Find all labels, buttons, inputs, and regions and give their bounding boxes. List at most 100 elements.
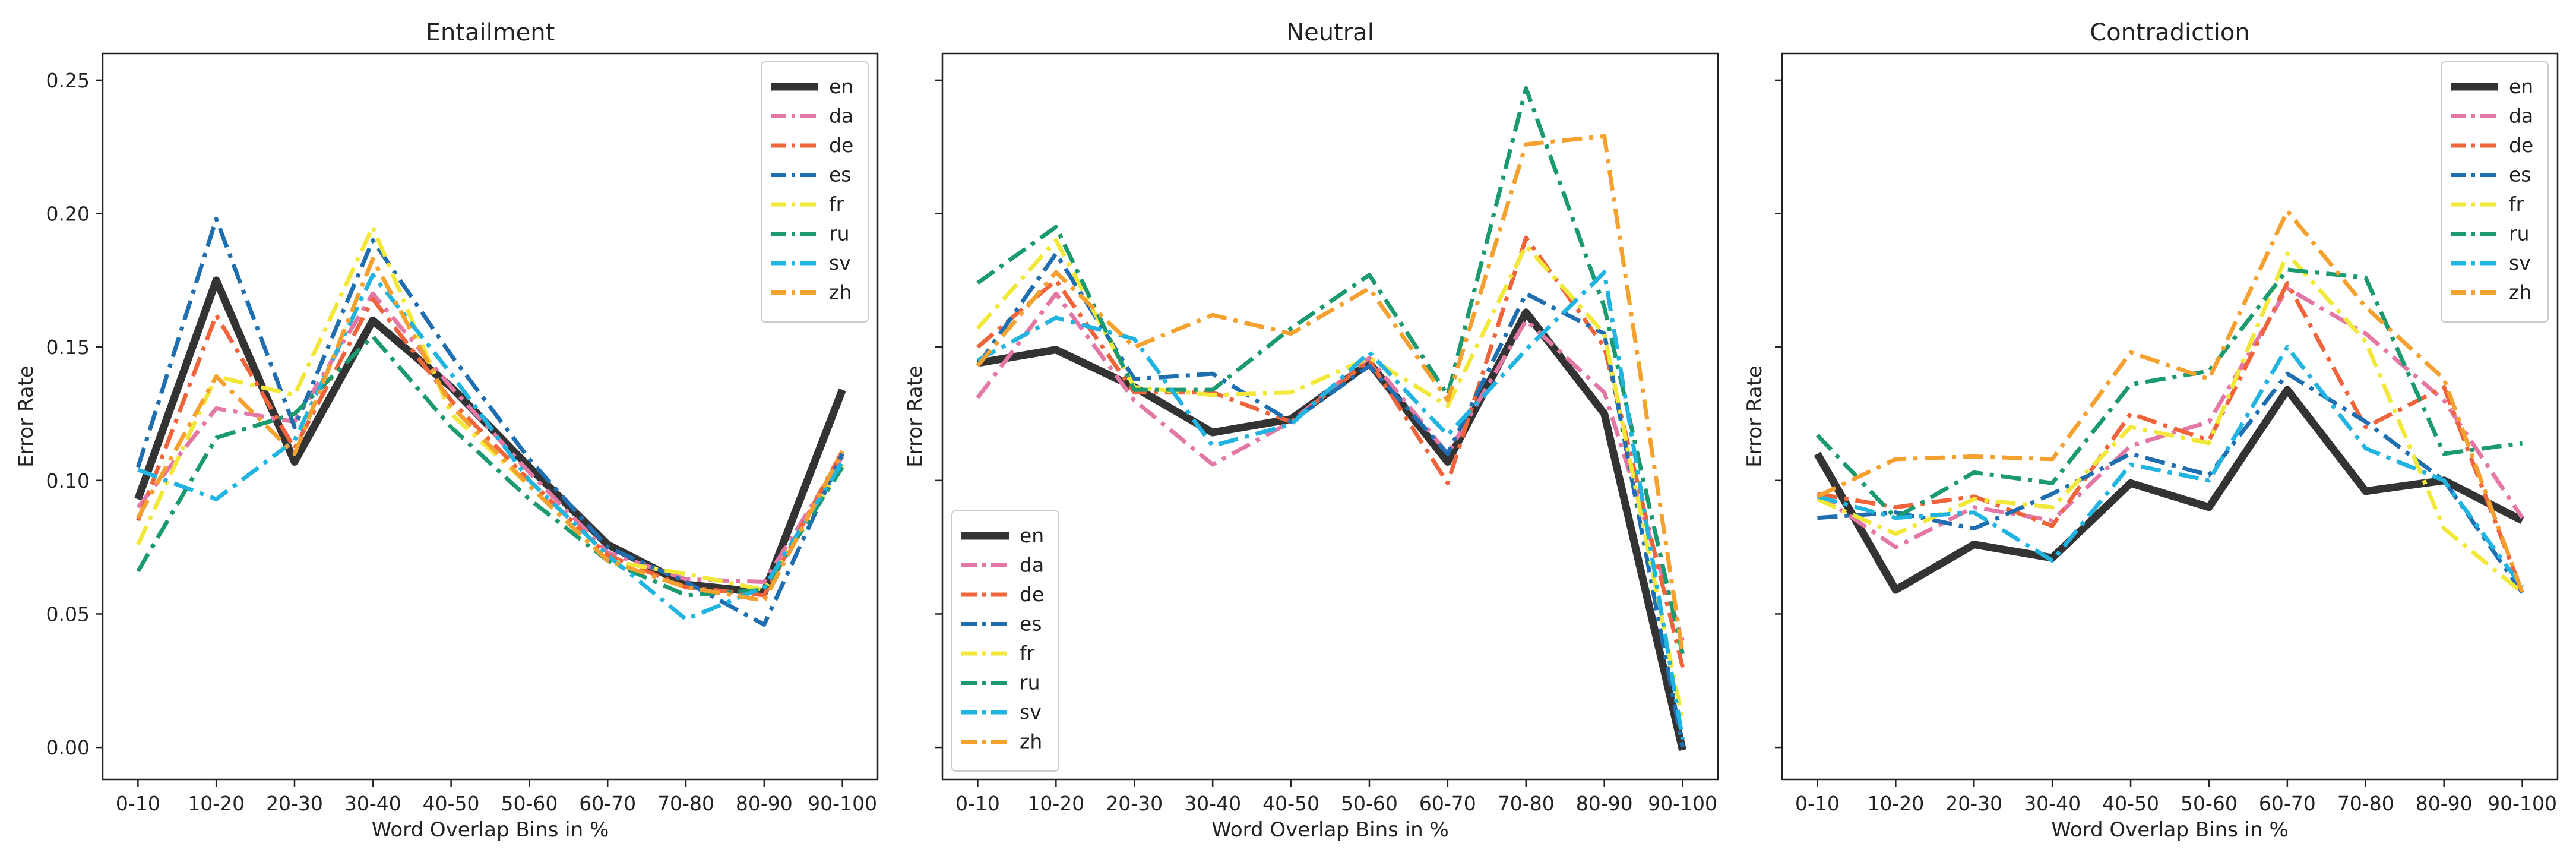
x-tick-label: 80-90 (1576, 792, 1633, 815)
axes-frame (1781, 52, 2559, 781)
series-line-fr (976, 238, 1685, 721)
series-line-da (136, 291, 844, 584)
y-tick-label: 0.05 (46, 602, 90, 626)
panel-entailment: Entailment 0-10 10-20 20-30 30-40 40-50 50-60 6… (14, 19, 879, 842)
legend-label-en: en (2509, 75, 2533, 98)
x-tick-label: 40-50 (2102, 792, 2159, 815)
panel-neutral: Neutral 0-10 10-20 20-30 30-40 40-50 50-60 60-7… (903, 19, 1719, 842)
series-line-en (134, 276, 846, 596)
legend-label-sv: sv (829, 251, 851, 274)
x-tick-label: 80-90 (736, 792, 793, 815)
legend: en da de es fr ru sv zh (2441, 61, 2549, 323)
legend-label-fr: fr (829, 192, 844, 216)
legend-box (761, 61, 869, 323)
x-tick-label: 0-10 (1795, 792, 1840, 815)
x-tick-label: 50-60 (1341, 792, 1398, 815)
series-line-ru (136, 334, 844, 598)
series-line-ru (1815, 267, 2523, 520)
x-tick-label: 70-80 (657, 792, 714, 815)
x-axis-label: Word Overlap Bins in % (1211, 818, 1449, 842)
legend-label-de: de (1020, 583, 1044, 606)
x-tick-label: 90-100 (2488, 792, 2557, 815)
x-tick-label: 20-30 (1106, 792, 1163, 815)
axes-frame (941, 52, 1719, 781)
y-tick-label: 0.25 (46, 69, 90, 92)
x-tick-label: 20-30 (266, 792, 323, 815)
panel-title: Entailment (426, 19, 555, 46)
series-line-zh (1816, 209, 2524, 593)
x-tick-label: 0-10 (116, 792, 160, 815)
x-axis-label: Word Overlap Bins in % (2051, 818, 2289, 842)
series-line-ru (976, 86, 1685, 655)
series-line-sv (976, 270, 1685, 740)
legend-label-en: en (1020, 524, 1044, 547)
x-tick-label: 50-60 (2181, 792, 2238, 815)
series-line-zh (976, 134, 1685, 655)
legend-label-zh: zh (2509, 281, 2531, 304)
legend-box (951, 510, 1059, 772)
x-tick-label: 30-40 (344, 792, 401, 815)
legend-label-es: es (2509, 163, 2531, 187)
legend-label-sv: sv (1020, 700, 1042, 724)
series-line-en (1814, 386, 2524, 594)
series-line-fr (1816, 251, 2524, 595)
legend-label-da: da (2509, 105, 2533, 128)
y-axis-label: Error Rate (1743, 365, 1767, 468)
x-tick-label: 60-70 (2259, 792, 2316, 815)
panel-title: Neutral (1286, 19, 1374, 46)
x-tick-label: 30-40 (1184, 792, 1241, 815)
x-tick-label: 50-60 (501, 792, 558, 815)
x-tick-label: 30-40 (2024, 792, 2081, 815)
legend-label-ru: ru (1020, 671, 1040, 694)
series-line-da (976, 291, 1685, 642)
legend-label-zh: zh (829, 281, 852, 304)
legend: en da de es fr ru sv zh (761, 61, 869, 323)
x-tick-label: 10-20 (1027, 792, 1084, 815)
series-line-de (136, 296, 844, 598)
legend-label-sv: sv (2509, 251, 2531, 274)
legend-label-ru: ru (2509, 222, 2529, 245)
legend-label-fr: fr (1020, 642, 1035, 665)
axes-frame (102, 52, 879, 781)
series-line-es (136, 217, 844, 627)
legend-box (2441, 61, 2549, 323)
x-tick-label: 40-50 (1262, 792, 1319, 815)
legend-label-de: de (829, 134, 853, 157)
series-line-de (1817, 280, 2524, 593)
x-axis-label: Word Overlap Bins in % (372, 818, 609, 842)
series-line-sv (137, 273, 844, 621)
x-tick-label: 90-100 (808, 792, 877, 815)
x-tick-label: 60-70 (1419, 792, 1476, 815)
series-line-fr (136, 225, 844, 592)
series-line-en (977, 308, 1686, 751)
x-tick-label: 60-70 (579, 792, 636, 815)
panel-title: Contradiction (2090, 19, 2250, 46)
y-axis-label: Error Rate (14, 365, 38, 468)
y-tick-label: 0.00 (46, 736, 90, 759)
x-tick-label: 90-100 (1648, 792, 1717, 815)
x-tick-label: 40-50 (423, 792, 480, 815)
x-tick-label: 20-30 (1945, 792, 2002, 815)
legend-label-en: en (829, 75, 853, 98)
x-tick-label: 80-90 (2416, 792, 2473, 815)
legend-label-da: da (829, 105, 853, 128)
series-line-zh (136, 257, 844, 603)
series-line-es (1817, 371, 2524, 594)
x-tick-label: 70-80 (2337, 792, 2394, 815)
legend-label-es: es (1020, 612, 1042, 636)
legend-label-es: es (829, 163, 852, 187)
x-tick-label: 0-10 (955, 792, 1000, 815)
legend-label-zh: zh (1020, 730, 1042, 753)
y-tick-label: 0.15 (46, 336, 90, 359)
series-line-sv (1817, 345, 2524, 589)
y-tick-label: 0.20 (46, 203, 90, 226)
series-line-da (1816, 286, 2524, 549)
legend-label-de: de (2509, 134, 2533, 157)
legend-label-da: da (1020, 554, 1044, 577)
x-tick-label: 10-20 (1867, 792, 1924, 815)
legend-label-ru: ru (829, 222, 849, 245)
x-tick-label: 70-80 (1498, 792, 1555, 815)
legend: en da de es fr ru sv zh (951, 510, 1059, 772)
x-tick-label: 10-20 (188, 792, 245, 815)
